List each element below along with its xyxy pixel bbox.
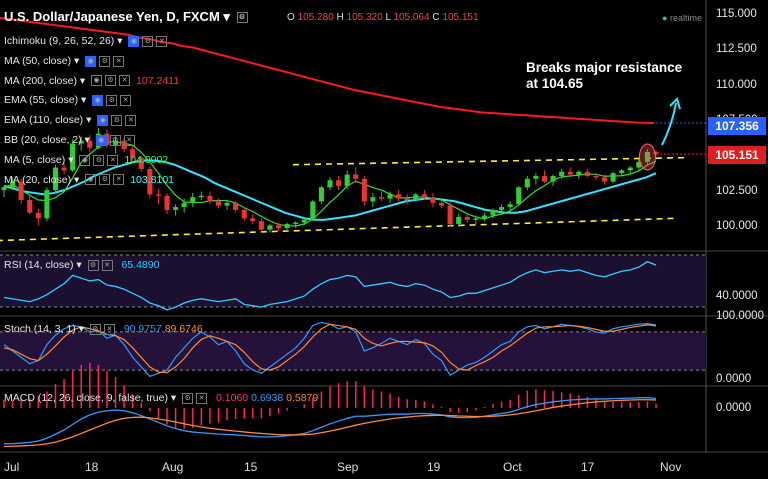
candle [353, 174, 359, 179]
candle [610, 173, 616, 182]
candle [344, 174, 350, 186]
candle [147, 168, 153, 195]
candle [310, 201, 316, 220]
candle [61, 167, 67, 171]
signal-line [3, 399, 657, 448]
candle [138, 157, 144, 169]
candle [18, 181, 24, 200]
candle [10, 181, 16, 188]
trendline [292, 156, 685, 166]
candle [481, 215, 487, 219]
candle [361, 178, 367, 202]
ma20-line [3, 159, 657, 221]
candle [576, 171, 582, 175]
candle [258, 221, 264, 230]
candle [112, 140, 119, 145]
stoch-d-line [3, 323, 657, 374]
candle [224, 202, 230, 206]
candle [284, 224, 290, 229]
trendline [0, 217, 675, 242]
candle [130, 149, 136, 158]
candle [27, 200, 33, 213]
candle [516, 187, 522, 205]
candle [52, 167, 59, 191]
candle [267, 225, 273, 230]
candle [430, 197, 436, 203]
candle [121, 140, 127, 150]
candle [215, 201, 222, 206]
candle [370, 197, 376, 202]
candle [95, 133, 101, 148]
candle [559, 171, 565, 176]
candle [181, 202, 187, 208]
candle [499, 207, 505, 210]
rsi-line [3, 260, 657, 311]
candle [164, 195, 170, 210]
arrow-head-icon [669, 97, 681, 110]
candle [396, 194, 402, 199]
candle [336, 180, 342, 186]
candle [447, 205, 453, 224]
candle [275, 225, 282, 229]
candle [387, 194, 393, 199]
candle [78, 140, 84, 144]
ma200-line [0, 16, 655, 124]
candle [378, 197, 385, 199]
candle [421, 194, 427, 198]
candle [541, 176, 548, 182]
candle [207, 195, 213, 202]
candle [550, 176, 556, 182]
candle [155, 194, 161, 196]
candle [473, 218, 479, 220]
candle [464, 216, 470, 220]
candle [173, 207, 179, 210]
ma5-line [3, 140, 657, 227]
candle [593, 176, 599, 178]
candle [87, 140, 93, 148]
candle [293, 222, 299, 224]
candle [524, 178, 530, 188]
candle [456, 216, 462, 224]
candle [601, 177, 608, 182]
candle [636, 161, 642, 168]
candle [507, 204, 513, 208]
candle [627, 167, 633, 171]
candle [1, 187, 7, 191]
candle [644, 152, 650, 162]
candle [318, 187, 324, 202]
candle [35, 212, 41, 219]
candle [584, 171, 590, 176]
rsi-band [0, 255, 706, 307]
arrow-shaft [661, 102, 677, 146]
macd-line [4, 396, 657, 445]
candle [70, 143, 76, 171]
candle [533, 176, 539, 179]
candle [250, 218, 256, 222]
candle [653, 152, 659, 155]
candle [104, 133, 110, 145]
breakout-circle [638, 143, 656, 171]
candle [190, 197, 196, 203]
candle [619, 170, 625, 174]
candle [404, 198, 410, 200]
candle [567, 171, 573, 175]
candle [44, 190, 50, 219]
candle [241, 209, 247, 219]
candle [438, 202, 445, 206]
candle [233, 202, 239, 210]
candle [198, 195, 204, 198]
candle [413, 194, 419, 200]
candle [327, 180, 333, 188]
candle [490, 209, 496, 216]
candle [301, 219, 307, 223]
